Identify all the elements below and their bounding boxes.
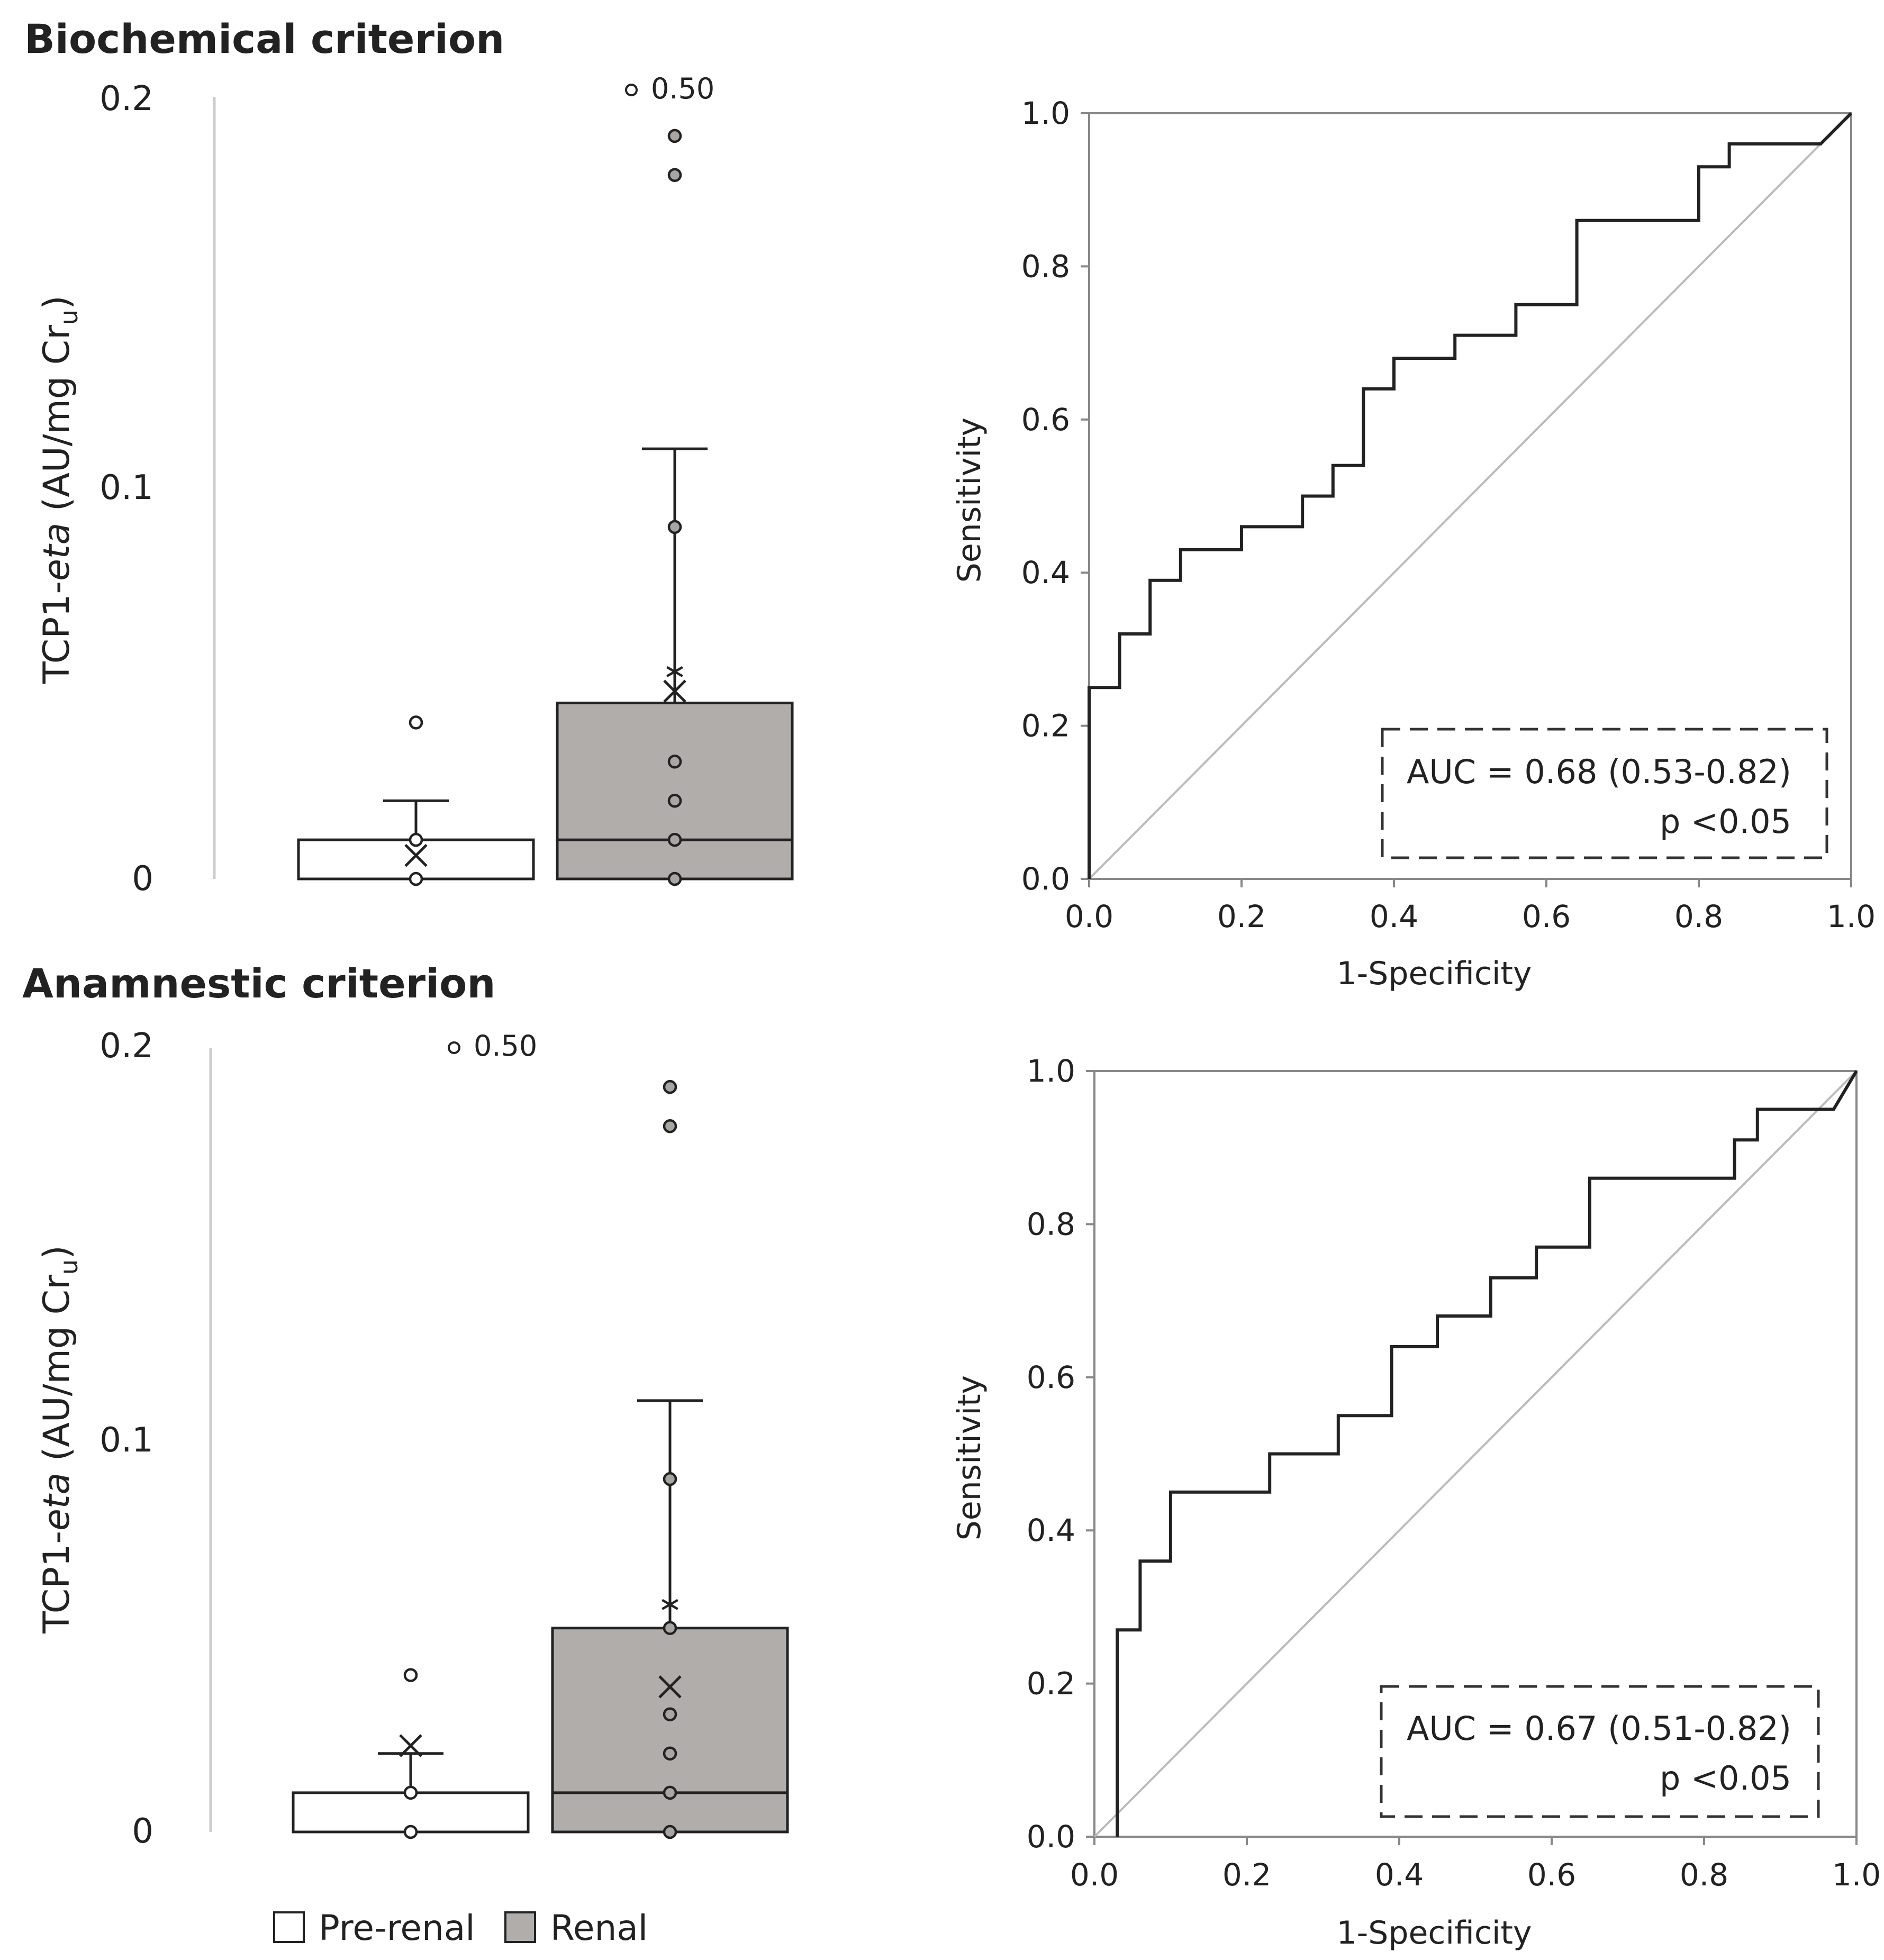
legend-swatch-renal xyxy=(504,1911,536,1943)
y-tick-label: 1.0 xyxy=(1027,1053,1075,1089)
box-renal xyxy=(551,1627,789,1834)
x-tick-label: 0.2 xyxy=(1217,899,1266,934)
offscale-outlier-point xyxy=(625,84,638,96)
legend-label-renal: Renal xyxy=(550,1908,648,1948)
x-tick-label: 0.6 xyxy=(1527,1857,1576,1893)
star-marker xyxy=(662,1599,678,1610)
y-tick-label: 0.4 xyxy=(1021,555,1070,591)
x-tick-label: 1.0 xyxy=(1832,1857,1881,1893)
data-point xyxy=(409,832,423,847)
roc-curve-anamnestic: 1-Specificity Sensitivity AUC = 0.67 (0.… xyxy=(951,1053,1881,1952)
auc-box xyxy=(1380,1685,1820,1818)
auc-box xyxy=(1381,728,1828,859)
data-point xyxy=(403,1785,418,1800)
data-point xyxy=(663,1785,677,1800)
x-axis-label: 1-Specificity xyxy=(1336,955,1532,992)
y-tick-label: 0.2 xyxy=(1027,1666,1075,1702)
y-tick-label: 0.1 xyxy=(99,468,153,507)
y-tick-label: 0 xyxy=(132,859,153,899)
y-tick-label: 0.4 xyxy=(1027,1512,1075,1548)
roc-curve-line xyxy=(1088,112,1853,879)
x-tick-label: 1.0 xyxy=(1827,899,1876,934)
data-point xyxy=(667,520,682,534)
data-point xyxy=(663,1079,677,1094)
x-tick-label: 0.8 xyxy=(1680,1857,1728,1893)
data-point xyxy=(409,715,423,730)
mean-marker xyxy=(399,1734,422,1757)
plot-frame xyxy=(1093,1070,1858,1838)
p-value-text: p <0.05 xyxy=(1660,802,1791,841)
legend: Pre-renal Renal xyxy=(273,1908,648,1948)
data-point xyxy=(663,1119,677,1133)
data-point xyxy=(663,1746,677,1761)
data-point xyxy=(663,1707,677,1721)
data-point xyxy=(667,129,682,143)
y-tick-label: 0 xyxy=(132,1812,153,1851)
y-tick-label: 0.0 xyxy=(1027,1819,1075,1855)
legend-swatch-pre-renal xyxy=(273,1911,305,1943)
x-tick-label: 0.4 xyxy=(1370,899,1418,934)
data-point xyxy=(667,832,682,847)
data-point xyxy=(667,872,682,886)
x-tick-label: 0.6 xyxy=(1522,899,1571,934)
y-axis-label: TCP1-eta (AU/mg Cru) xyxy=(36,295,83,684)
legend-label-pre-renal: Pre-renal xyxy=(319,1908,475,1948)
x-tick-label: 0.0 xyxy=(1065,899,1113,934)
offscale-outlier-label: 0.50 xyxy=(651,72,714,105)
y-tick-label: 0.6 xyxy=(1027,1359,1075,1395)
x-tick-label: 0.8 xyxy=(1674,899,1723,934)
mean-marker xyxy=(658,1675,682,1699)
section-title-anamnestic: Anamnestic criterion xyxy=(22,960,495,1007)
data-point xyxy=(409,872,423,886)
reference-diagonal xyxy=(1093,1070,1858,1838)
box-renal xyxy=(556,701,794,881)
data-point xyxy=(663,1621,677,1635)
mean-marker xyxy=(663,679,686,703)
box-plot-biochemical: 0.2 0.1 0 TCP1-eta (AU/mg Cru) 0.50 xyxy=(36,72,794,899)
data-point xyxy=(663,1825,677,1839)
roc-curve-line xyxy=(1116,1070,1858,1837)
y-axis-label: TCP1-eta (AU/mg Cru) xyxy=(36,1245,83,1634)
reference-diagonal xyxy=(1088,112,1852,880)
x-tick-label: 0.2 xyxy=(1222,1857,1271,1893)
y-tick-label: 0.0 xyxy=(1021,861,1070,897)
plot-frame xyxy=(1088,112,1852,880)
data-point xyxy=(403,1825,418,1839)
y-axis-label: Sensitivity xyxy=(951,1375,988,1540)
data-point xyxy=(667,755,682,769)
y-tick-label: 0.2 xyxy=(1021,708,1070,744)
y-tick-label: 0.1 xyxy=(99,1421,153,1460)
y-axis-label: Sensitivity xyxy=(951,418,988,583)
star-marker xyxy=(666,666,683,677)
y-tick-label: 0.8 xyxy=(1021,248,1070,284)
x-tick-label: 0.4 xyxy=(1375,1857,1424,1893)
y-tick-label: 0.2 xyxy=(99,1027,153,1066)
offscale-outlier-point xyxy=(448,1041,460,1054)
data-point xyxy=(667,793,682,808)
y-tick-label: 0.8 xyxy=(1027,1206,1075,1242)
x-tick-label: 0.0 xyxy=(1070,1857,1119,1893)
y-tick-label: 0.6 xyxy=(1021,402,1070,438)
auc-text: AUC = 0.67 (0.51-0.82) xyxy=(1407,1709,1791,1748)
roc-curve-biochemical: 1-Specificity Sensitivity AUC = 0.68 (0.… xyxy=(951,95,1876,992)
data-point xyxy=(663,1472,677,1486)
x-axis-label: 1-Specificity xyxy=(1336,1914,1532,1952)
data-point xyxy=(667,168,682,183)
data-point xyxy=(403,1668,418,1682)
auc-text: AUC = 0.68 (0.53-0.82) xyxy=(1407,752,1791,791)
offscale-outlier-label: 0.50 xyxy=(474,1029,537,1063)
section-title-biochemical: Biochemical criterion xyxy=(24,15,504,62)
mean-marker xyxy=(404,843,428,867)
box-plot-anamnestic: 0.2 0.1 0 TCP1-eta (AU/mg Cru) 0.50 xyxy=(36,1027,789,1851)
y-tick-label: 0.2 xyxy=(99,79,153,119)
y-tick-label: 1.0 xyxy=(1021,95,1070,131)
p-value-text: p <0.05 xyxy=(1660,1759,1791,1798)
